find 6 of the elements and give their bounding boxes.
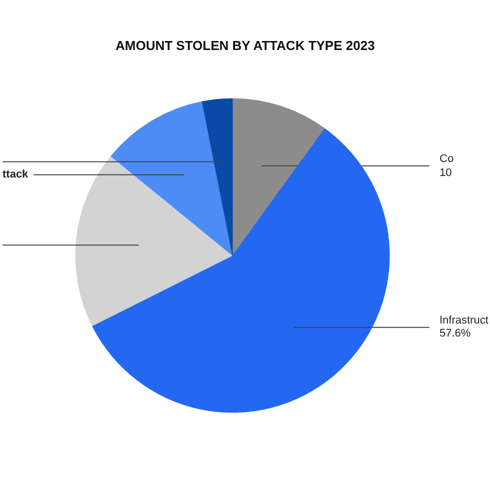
slice-label: Co	[440, 152, 454, 165]
data-label: 57.6%	[440, 327, 471, 340]
slice-label: Infrastruct	[440, 314, 488, 326]
data-label: 10	[440, 166, 452, 179]
slice-label: ttack	[2, 168, 30, 181]
chart-title: AMOUNT STOLEN BY ATTACK TYPE 2023	[115, 38, 375, 53]
